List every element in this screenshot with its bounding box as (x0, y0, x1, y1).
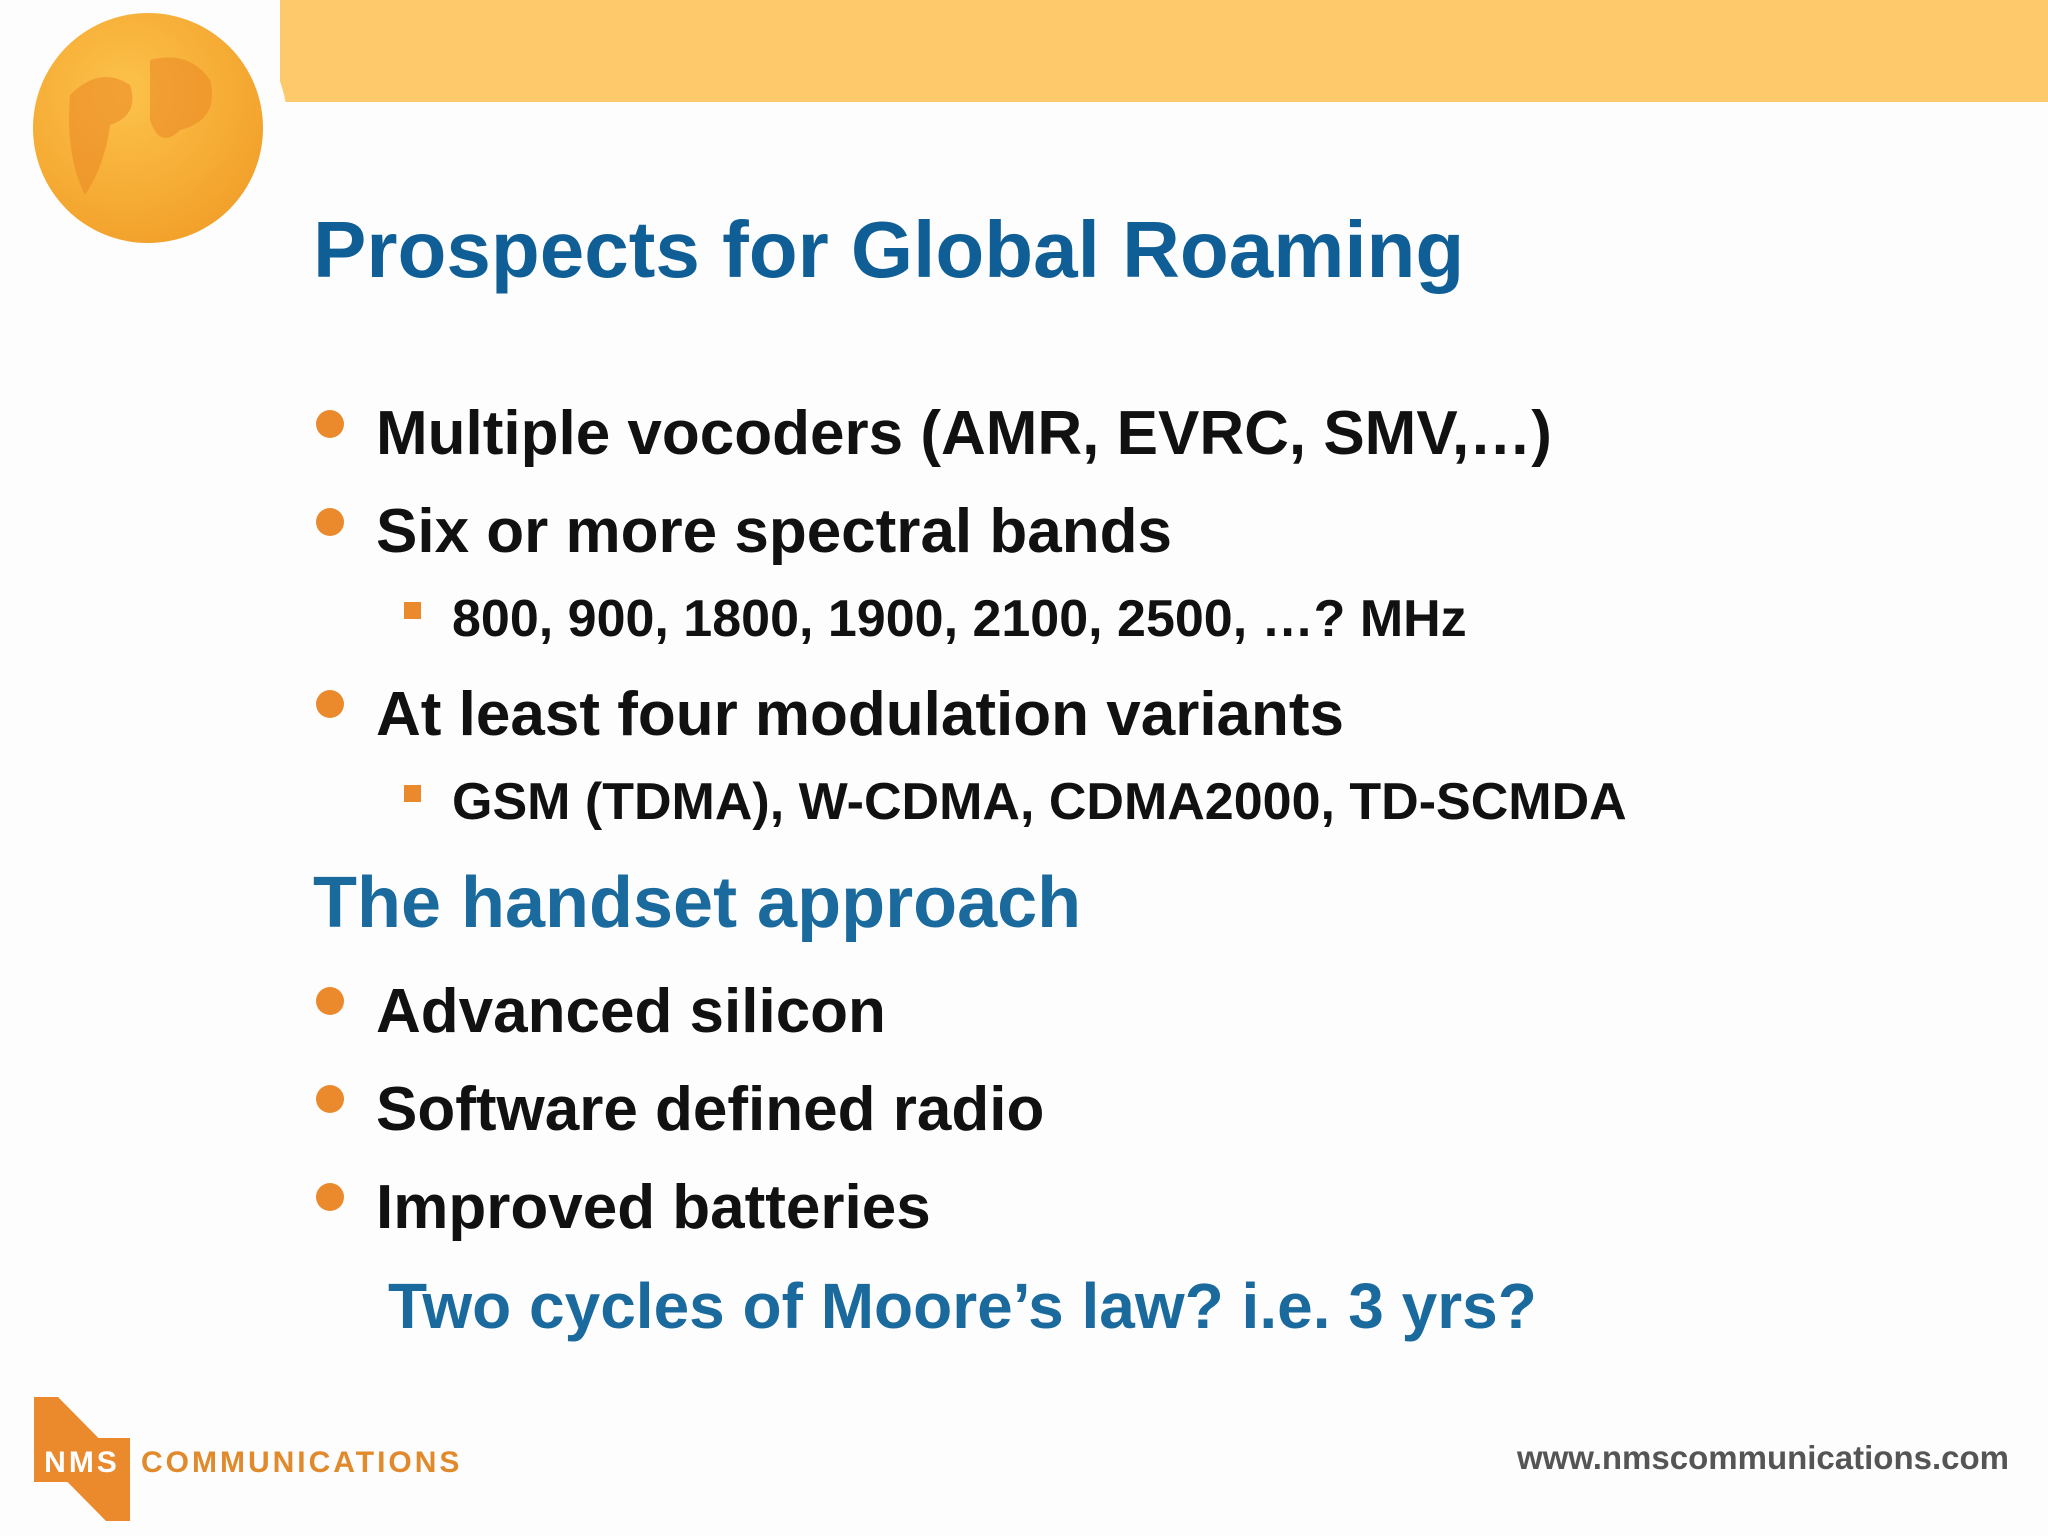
slide-title: Prospects for Global Roaming (313, 205, 1464, 294)
footer-url: www.nmscommunications.com (1516, 1439, 2009, 1476)
logo: NMS COMMUNICATIONS (34, 1397, 462, 1521)
section-heading: The handset approach (313, 863, 1081, 943)
logo-text: COMMUNICATIONS (141, 1446, 462, 1479)
bullet-dot (316, 1085, 344, 1113)
note: Two cycles of Moore’s law? i.e. 3 yrs? (388, 1270, 1537, 1342)
top-bar (280, 0, 2048, 102)
globe-continents (69, 57, 212, 195)
bullets-1: Multiple vocoders (AMR, EVRC, SMV,…) Six… (316, 399, 1627, 831)
bullet-dot (316, 987, 344, 1015)
bullet: Six or more spectral bands (376, 497, 1172, 566)
bullet: Multiple vocoders (AMR, EVRC, SMV,…) (376, 399, 1552, 468)
bullet-dot (316, 410, 344, 438)
sub-bullet-square (404, 785, 421, 802)
logo-box (34, 1438, 130, 1482)
bullet: Improved batteries (376, 1173, 931, 1242)
bullet: At least four modulation variants (376, 680, 1344, 749)
bullets-2: Advanced silicon Software defined radio … (316, 977, 1044, 1242)
globe (33, 13, 263, 243)
sub-bullet: GSM (TDMA), W-CDMA, CDMA2000, TD-SCMDA (452, 773, 1627, 831)
bullet-dot (316, 690, 344, 718)
bullet: Advanced silicon (376, 977, 886, 1046)
logo-mark: NMS (44, 1446, 120, 1479)
bullet: Software defined radio (376, 1075, 1044, 1144)
bullet-dot (316, 1183, 344, 1211)
bullet-dot (316, 508, 344, 536)
sub-bullet-square (404, 602, 421, 619)
sub-bullet: 800, 900, 1800, 1900, 2100, 2500, …? MHz (452, 590, 1467, 648)
